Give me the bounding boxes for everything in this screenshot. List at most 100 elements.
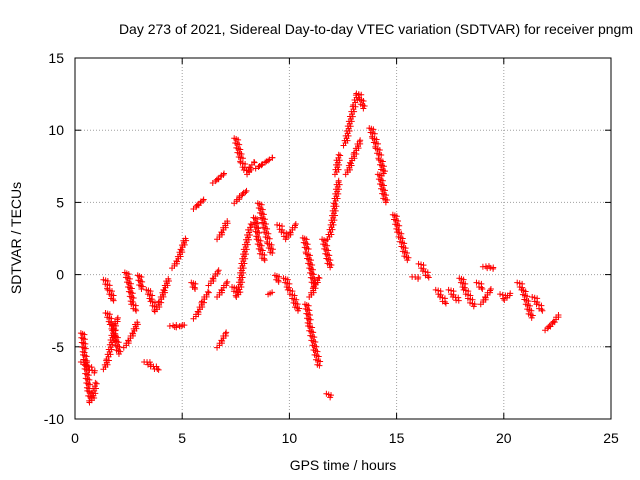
data-point — [92, 379, 99, 386]
data-point — [251, 158, 258, 165]
data-point — [224, 218, 231, 225]
data-point — [224, 278, 231, 285]
data-point — [198, 299, 205, 306]
data-point — [256, 230, 263, 237]
data-point — [247, 221, 254, 228]
data-point — [402, 245, 409, 252]
data-point — [254, 220, 261, 227]
data-point — [538, 306, 545, 313]
data-point — [129, 290, 136, 297]
data-point — [81, 362, 88, 369]
data-point — [314, 348, 321, 355]
data-point — [106, 282, 113, 289]
x-tick-label: 15 — [389, 430, 405, 446]
data-point — [309, 285, 316, 292]
data-point — [305, 245, 312, 252]
data-point — [85, 372, 92, 379]
data-point — [455, 297, 462, 304]
data-point — [539, 307, 546, 314]
data-point — [128, 285, 135, 292]
data-point — [326, 252, 333, 259]
data-point — [358, 91, 365, 98]
data-point — [108, 315, 115, 322]
data-point — [106, 311, 113, 318]
data-point — [139, 278, 146, 285]
data-point — [308, 257, 315, 264]
data-point — [382, 199, 389, 206]
data-point — [325, 247, 332, 254]
data-point — [528, 314, 535, 321]
data-point — [378, 172, 385, 179]
data-point — [110, 296, 117, 303]
data-point — [86, 381, 93, 388]
plot-frame — [74, 57, 612, 420]
data-point — [259, 161, 266, 168]
data-point — [265, 291, 272, 298]
data-point — [327, 264, 334, 271]
data-point — [335, 177, 342, 184]
data-point — [312, 338, 319, 345]
data-point — [165, 275, 172, 282]
data-point — [335, 151, 342, 158]
data-point — [262, 159, 269, 166]
data-point — [149, 292, 156, 299]
data-point — [311, 334, 318, 341]
data-point — [396, 222, 403, 229]
data-point — [235, 136, 242, 143]
y-tick-labels: -10 -5 0 5 10 15 — [44, 50, 64, 427]
data-point — [425, 274, 432, 281]
data-point — [292, 221, 299, 228]
data-point — [373, 136, 380, 143]
data-point — [376, 147, 383, 154]
data-point — [125, 271, 132, 278]
data-point — [138, 286, 145, 293]
data-point — [399, 235, 406, 242]
data-point — [293, 296, 300, 303]
data-point — [214, 268, 221, 275]
data-point — [204, 288, 211, 295]
x-tick-label: 25 — [603, 430, 619, 446]
data-point — [237, 146, 244, 153]
data-point — [260, 211, 267, 218]
data-point — [307, 316, 314, 323]
data-point — [110, 292, 117, 299]
data-point — [264, 225, 271, 232]
data-point — [86, 376, 93, 383]
data-point — [304, 241, 311, 248]
data-point — [215, 267, 222, 274]
data-point — [130, 330, 137, 337]
data-point — [357, 137, 364, 144]
x-axis-label: GPS time / hours — [290, 457, 397, 473]
data-point — [134, 319, 141, 326]
data-point — [348, 160, 355, 167]
data-point — [116, 343, 123, 350]
data-point — [261, 257, 268, 264]
data-point — [315, 274, 322, 281]
data-point — [379, 177, 386, 184]
x-tick-labels: 0 5 10 15 20 25 — [71, 430, 619, 446]
y-tick-label: 15 — [48, 50, 64, 66]
data-point — [497, 291, 504, 298]
data-point — [261, 216, 268, 223]
data-point — [415, 275, 422, 282]
y-tick-label: 5 — [56, 194, 64, 210]
data-point — [490, 265, 497, 272]
data-point — [155, 299, 162, 306]
data-point — [401, 240, 408, 247]
data-point — [88, 389, 95, 396]
data-point — [223, 329, 230, 336]
data-point — [262, 221, 269, 228]
data-point — [130, 294, 137, 301]
data-point — [524, 293, 531, 300]
y-tick-label: 10 — [48, 122, 64, 138]
data-point — [269, 249, 276, 256]
data-point — [306, 307, 313, 314]
data-point — [360, 105, 367, 112]
y-tick-label: -5 — [52, 339, 65, 355]
data-point — [243, 187, 250, 194]
data-point — [315, 353, 322, 360]
data-point — [337, 152, 344, 159]
data-point — [108, 288, 115, 295]
